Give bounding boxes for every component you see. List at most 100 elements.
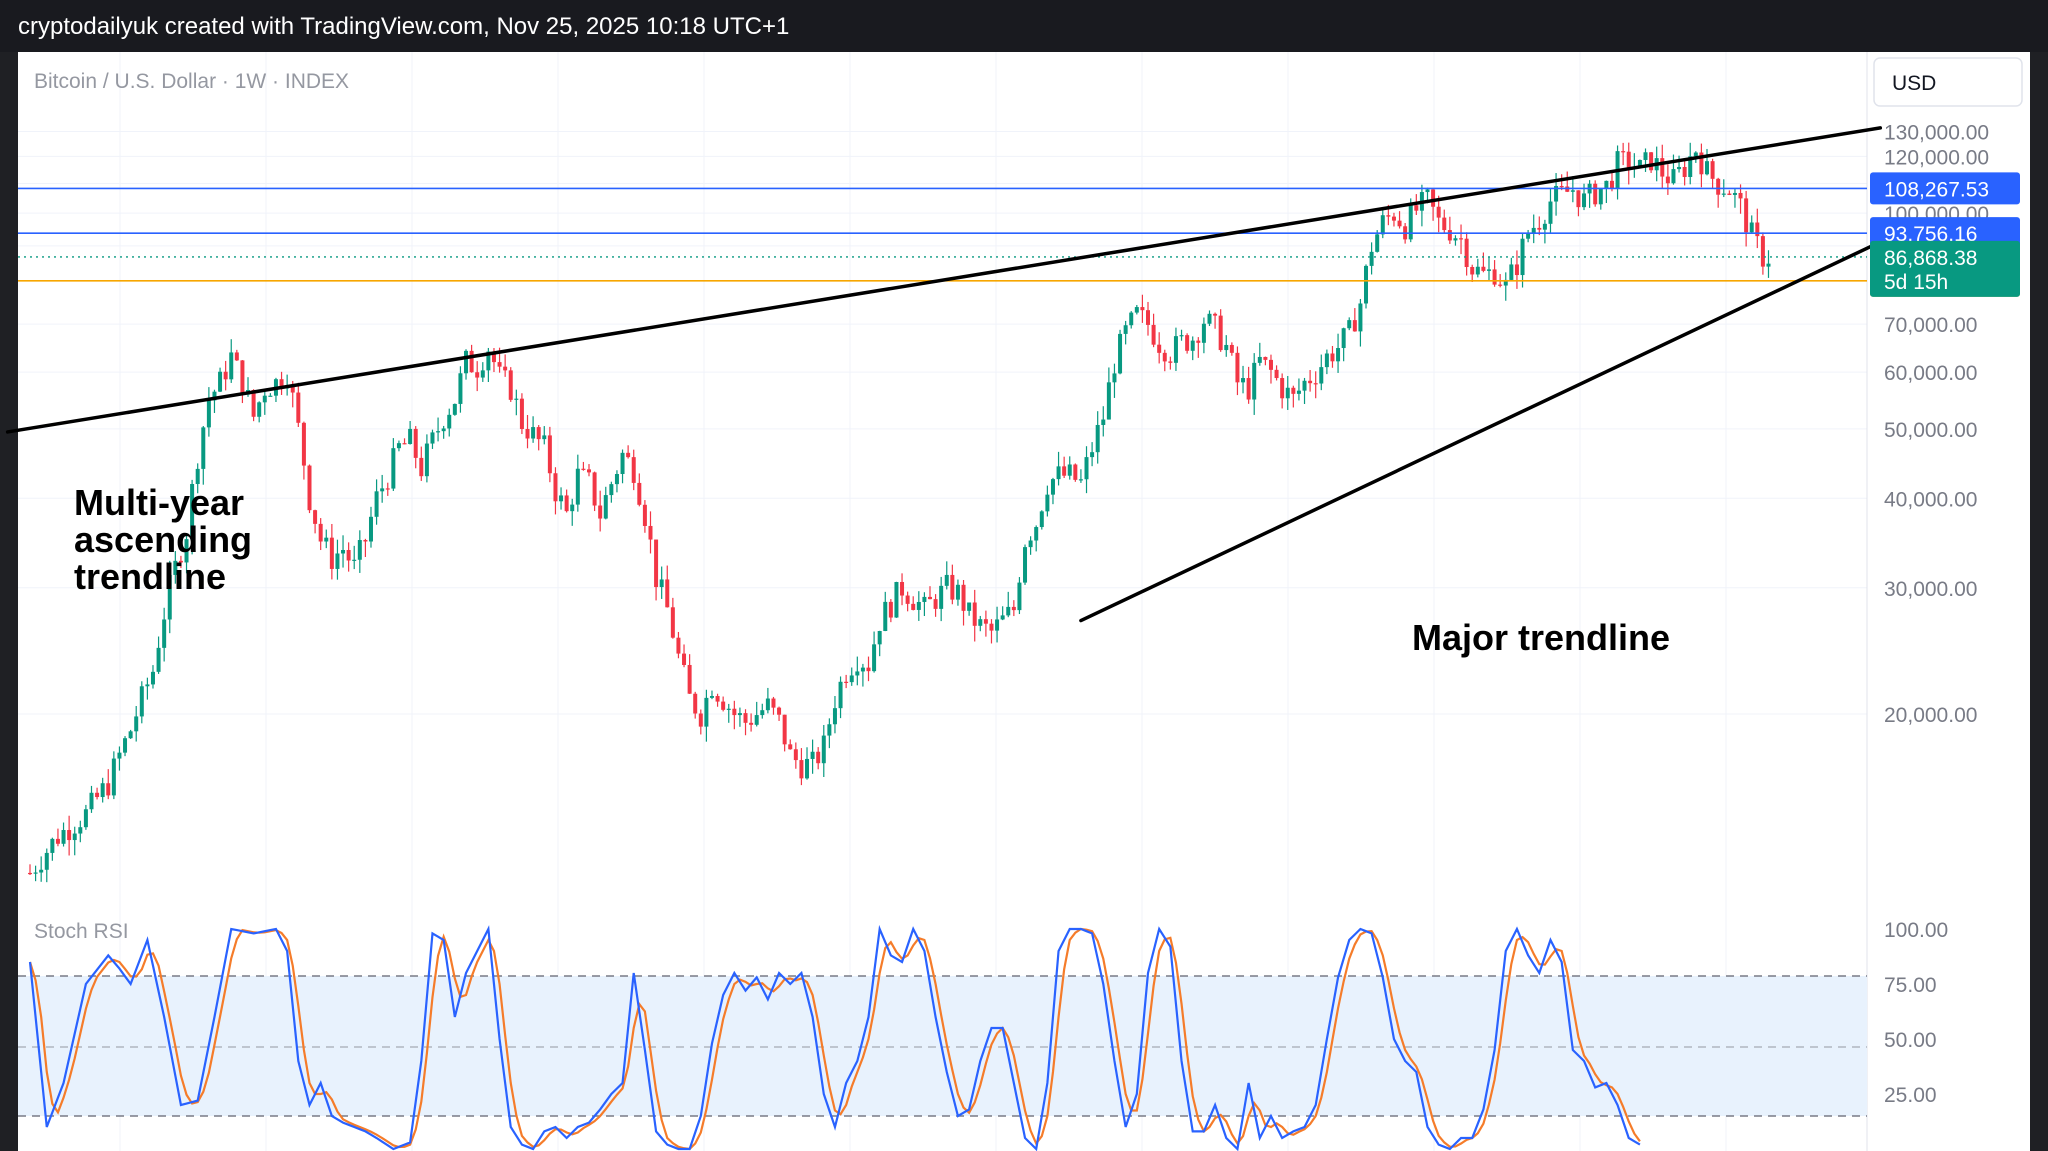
candle	[860, 663, 865, 687]
stoch-rsi-title: Stoch RSI	[34, 920, 129, 943]
candle	[1034, 525, 1039, 552]
candle	[508, 367, 513, 402]
candle	[1671, 154, 1676, 185]
candle	[1442, 209, 1447, 234]
price-tick-label: 130,000.00	[1884, 121, 1989, 144]
candle	[1716, 177, 1721, 208]
candle	[609, 481, 614, 503]
candle	[1559, 174, 1564, 191]
candle	[1324, 349, 1329, 375]
candle	[1364, 264, 1369, 309]
candle	[805, 747, 810, 780]
tradingview-chart[interactable]: Bitcoin / U.S. Dollar · 1W · INDEX Stoch…	[0, 52, 2048, 1151]
candle	[469, 344, 474, 373]
candle	[1514, 250, 1519, 289]
candle	[944, 561, 949, 590]
candle	[1453, 235, 1458, 246]
candle	[760, 703, 765, 719]
candle	[447, 408, 452, 437]
top-caption-bar: cryptodailyuk created with TradingView.c…	[0, 0, 2048, 52]
candle	[1039, 510, 1044, 530]
candle	[642, 500, 647, 533]
stoch-rsi-tick-label: 50.00	[1884, 1029, 1937, 1052]
candle	[480, 362, 485, 382]
candle	[670, 597, 675, 639]
candle	[413, 426, 418, 469]
candle	[251, 389, 256, 422]
candle	[357, 530, 362, 573]
candle	[1738, 184, 1743, 214]
candle	[1598, 188, 1603, 210]
currency-button-label[interactable]: USD	[1892, 72, 1936, 95]
candle	[955, 579, 960, 606]
candle	[1649, 152, 1654, 173]
candle	[1140, 294, 1145, 323]
candle	[1313, 371, 1318, 399]
candle	[1744, 190, 1749, 247]
right-frame	[2030, 52, 2048, 1151]
trendline[interactable]	[5, 126, 1883, 434]
candle	[637, 473, 642, 507]
candle	[1486, 256, 1491, 281]
candle	[385, 482, 390, 496]
candle	[190, 479, 195, 555]
candle	[301, 421, 306, 480]
candle	[1291, 385, 1296, 408]
candle	[900, 573, 905, 606]
candle	[1766, 250, 1771, 278]
candle	[531, 416, 536, 443]
candle	[61, 822, 66, 847]
candle	[654, 539, 659, 601]
candle	[128, 729, 133, 739]
candle	[1179, 329, 1184, 341]
candle	[1576, 190, 1581, 217]
candle	[1710, 158, 1715, 189]
candle	[821, 725, 826, 778]
candle	[89, 785, 94, 813]
candle	[1246, 366, 1251, 404]
candle	[106, 769, 111, 800]
candle	[458, 366, 463, 413]
symbol-title: Bitcoin / U.S. Dollar · 1W · INDEX	[34, 70, 349, 93]
currency-button[interactable]: USD	[1873, 57, 2023, 107]
candle	[1285, 375, 1290, 410]
candle	[95, 787, 100, 800]
stoch-rsi-axis[interactable]: 100.00 75.00 50.00 25.00	[1884, 919, 1948, 1107]
candle	[1531, 214, 1536, 244]
candle	[1190, 336, 1195, 361]
candle	[1252, 353, 1257, 415]
trendlines[interactable]	[5, 126, 1899, 623]
candle	[464, 349, 469, 380]
candle	[972, 589, 977, 642]
stoch-rsi-tick-label: 100.00	[1884, 919, 1948, 942]
candle	[262, 391, 267, 415]
trendline[interactable]	[1079, 232, 1899, 623]
candle	[178, 555, 183, 569]
candle	[117, 746, 122, 771]
candle	[324, 529, 329, 549]
candle	[1207, 310, 1212, 327]
candle	[1358, 298, 1363, 347]
candle	[933, 594, 938, 617]
stoch-rsi-lines	[28, 924, 1641, 1151]
major-trendline-label: Major trendline	[1412, 617, 1670, 658]
candle	[1045, 485, 1050, 517]
candle	[1755, 208, 1760, 249]
candle	[134, 706, 139, 742]
candle	[749, 713, 754, 732]
candle	[620, 449, 625, 484]
candle	[1173, 327, 1178, 371]
candle	[1732, 188, 1737, 208]
candle	[1459, 224, 1464, 255]
candle	[419, 446, 424, 481]
price-level-badge: 108,267.53	[1870, 172, 2020, 205]
candle	[223, 360, 228, 391]
candle	[693, 691, 698, 719]
candle	[1218, 309, 1223, 352]
candle	[150, 665, 155, 689]
candle	[1548, 189, 1553, 233]
candle	[709, 690, 714, 700]
candle	[816, 747, 821, 770]
candle	[1000, 606, 1005, 621]
price-tick-label: 60,000.00	[1884, 362, 1977, 385]
